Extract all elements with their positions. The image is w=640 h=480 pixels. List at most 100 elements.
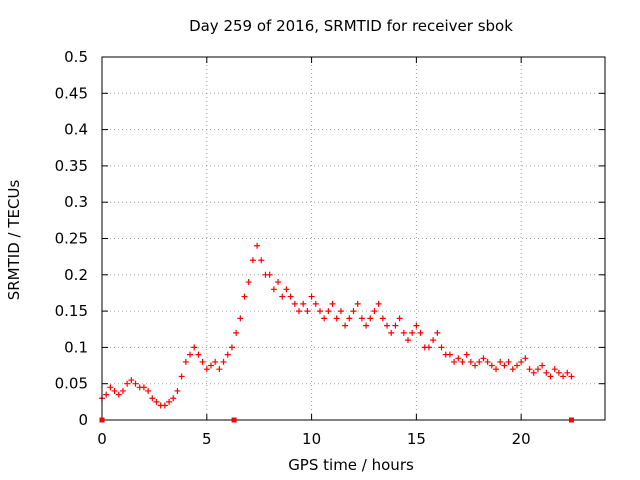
data-point [329,300,336,307]
data-point [518,358,525,365]
data-point [513,362,520,369]
y-tick-label: 0.2 [64,266,88,284]
data-point [216,366,223,373]
data-point [333,315,340,322]
data-point [539,362,546,369]
data-point [254,242,261,249]
data-point [354,300,361,307]
data-point [199,358,206,365]
data-point [371,308,378,315]
data-point [325,308,332,315]
zero-marker [99,417,105,423]
data-point [493,366,500,373]
data-point [446,351,453,358]
data-point [342,322,349,329]
data-point [363,322,370,329]
zero-marker [568,417,574,423]
data-point [312,300,319,307]
data-point [337,308,344,315]
x-tick-label: 15 [407,430,426,448]
y-tick-label: 0 [78,411,88,429]
data-point [455,355,462,362]
data-point [522,355,529,362]
data-point [224,351,231,358]
data-point [291,300,298,307]
data-point [555,369,562,376]
data-point [560,373,567,380]
data-point [346,315,353,322]
plot-frame [101,56,606,421]
data-point [501,362,508,369]
zero-markers [99,417,574,423]
data-point [367,315,374,322]
y-tick-label: 0.5 [64,48,88,66]
data-point [191,344,198,351]
data-point [409,329,416,336]
data-point [451,358,458,365]
y-tick-label: 0.35 [55,157,88,175]
x-tick-label: 0 [97,430,107,448]
data-point [308,293,315,300]
data-point [174,387,181,394]
x-tick-label: 5 [202,430,212,448]
data-point [166,398,173,405]
data-point [241,293,248,300]
data-point [568,373,575,380]
y-tick-label: 0.3 [64,193,88,211]
data-point [195,351,202,358]
data-point [300,300,307,307]
data-point [304,308,311,315]
data-point [140,384,147,391]
data-point [413,322,420,329]
data-point [388,329,395,336]
data-point [128,377,135,384]
data-point [417,329,424,336]
x-axis-label: GPS time / hours [288,456,414,474]
y-tick-label: 0.4 [64,121,88,139]
data-point [203,366,210,373]
data-point [287,293,294,300]
data-point [283,286,290,293]
data-point [321,315,328,322]
data-point [296,308,303,315]
data-point [459,358,466,365]
y-tick-label: 0.05 [55,375,88,393]
data-point [111,387,118,394]
x-tick-label: 10 [302,430,321,448]
data-point [145,387,152,394]
data-point [275,279,282,286]
data-point [551,366,558,373]
grid [102,57,605,420]
data-point [212,358,219,365]
y-axis-label: SRMTID / TECUs [5,180,23,301]
data-point [505,358,512,365]
data-point [526,366,533,373]
data-point [161,402,168,409]
data-point [467,358,474,365]
data-point [258,257,265,264]
data-point [425,344,432,351]
data-point [396,315,403,322]
data-point [249,257,256,264]
data-point [480,355,487,362]
data-point [107,384,114,391]
data-point [245,279,252,286]
data-point [187,351,194,358]
data-point [316,308,323,315]
data-point [182,358,189,365]
data-point [170,395,177,402]
data-point [270,286,277,293]
data-point [534,366,541,373]
data-point [430,337,437,344]
data-point [472,362,479,369]
data-point [530,369,537,376]
y-tick-label: 0.1 [64,338,88,356]
data-point [220,358,227,365]
data-point [207,362,214,369]
y-tick-label: 0.15 [55,302,88,320]
data-point [358,315,365,322]
data-point [233,329,240,336]
data-point [379,315,386,322]
zero-marker [231,417,237,423]
